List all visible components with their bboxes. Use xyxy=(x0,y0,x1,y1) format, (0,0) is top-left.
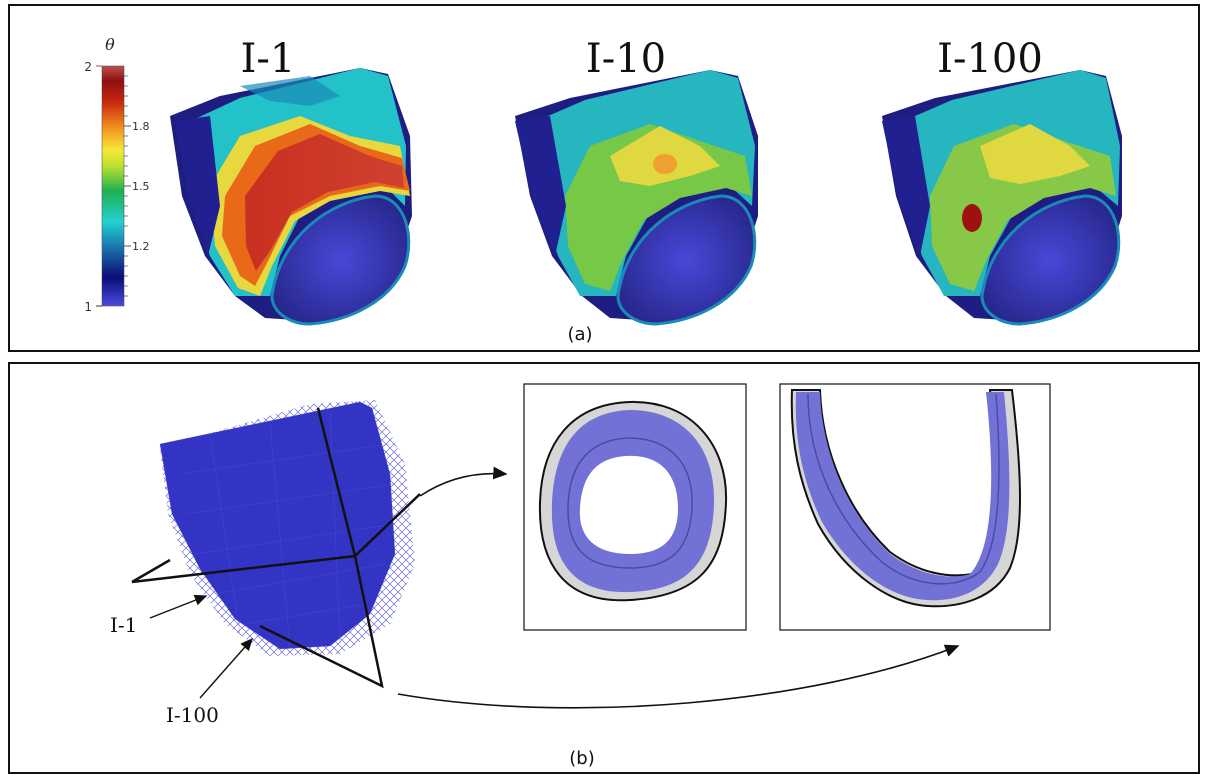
arrow-to-short-axis xyxy=(419,466,508,497)
label-i100: I-100 xyxy=(166,703,219,727)
panel-a-caption: (a) xyxy=(567,324,592,345)
model-label: I-100 xyxy=(937,36,1043,82)
colorbar-tick-label: 1.5 xyxy=(132,180,150,193)
heart-model-i1: I-1 xyxy=(170,36,412,326)
panel-b-caption: (b) xyxy=(569,748,594,769)
colorbar-gradient xyxy=(101,65,125,307)
colorbar-symbol: θ xyxy=(105,35,115,54)
panel-a-canvas: θ 2 1 1.8 1.5 1.2 xyxy=(84,35,1122,345)
short-axis-section xyxy=(523,383,747,631)
panel-b-canvas: I-1 I-100 (b) xyxy=(110,383,1051,769)
colorbar: θ 2 1 1.8 1.5 1.2 xyxy=(84,35,149,314)
colorbar-min-label: 1 xyxy=(84,300,92,314)
colorbar-tick-label: 1.8 xyxy=(132,120,150,133)
long-axis-section xyxy=(779,383,1051,631)
colorbar-minor-ticks xyxy=(124,75,128,297)
heart-model-i10: I-10 xyxy=(515,36,758,326)
panel-b: I-1 I-100 (b) xyxy=(8,362,1200,774)
colorbar-max-label: 2 xyxy=(84,60,92,74)
colorbar-tick-label: 1.2 xyxy=(132,240,150,253)
model-label: I-10 xyxy=(586,36,666,82)
cutting-planes xyxy=(131,407,421,689)
heart-mesh-overlay xyxy=(159,400,415,656)
heart-model-i100: I-100 xyxy=(882,36,1122,326)
arrow-to-long-axis xyxy=(397,644,960,709)
panel-a: θ 2 1 1.8 1.5 1.2 xyxy=(8,4,1200,352)
model-label: I-1 xyxy=(241,36,296,82)
label-i1: I-1 xyxy=(110,613,137,637)
